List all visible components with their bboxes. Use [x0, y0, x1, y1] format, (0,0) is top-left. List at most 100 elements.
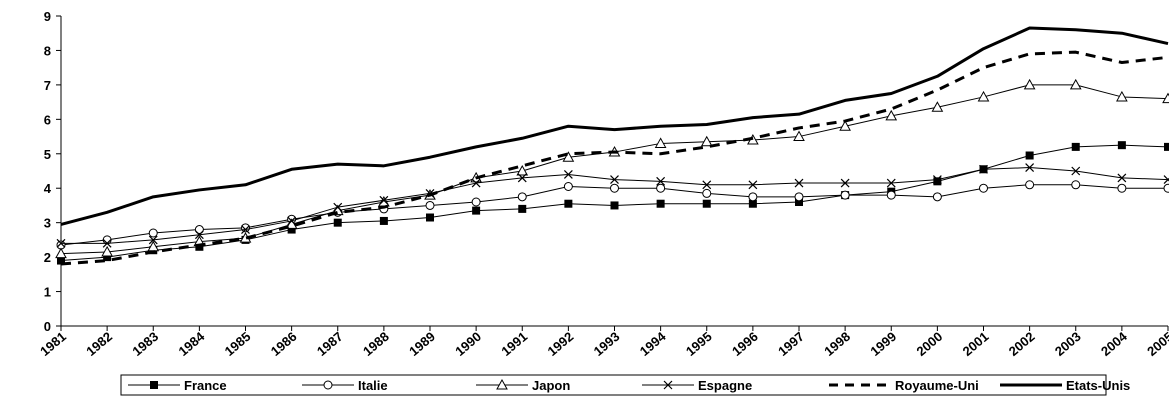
data-point: [977, 90, 990, 102]
y-tick-label: 4: [44, 181, 52, 196]
data-point: [57, 256, 65, 265]
series-france: [57, 141, 1169, 265]
data-point: [932, 175, 942, 185]
x-tick-label: 2002: [1006, 329, 1038, 359]
data-point: [148, 228, 158, 238]
data-point: [379, 216, 388, 225]
data-point: [472, 206, 481, 215]
data-point: [840, 190, 850, 200]
data-point: [195, 242, 204, 251]
data-point: [101, 245, 113, 257]
data-point: [840, 178, 850, 188]
x-tick-label: 2004: [1098, 328, 1130, 359]
data-point: [564, 199, 573, 208]
data-point: [610, 175, 619, 185]
legend-entry: Espagne: [642, 378, 752, 393]
y-tick-label: 9: [44, 9, 51, 24]
data-point: [425, 200, 435, 210]
data-point: [471, 178, 481, 188]
data-point: [1025, 163, 1035, 172]
data-point: [702, 180, 712, 190]
x-tick-label: 1992: [545, 329, 577, 359]
data-point: [379, 195, 389, 205]
y-tick-label: 3: [44, 216, 51, 231]
data-point: [333, 202, 343, 212]
data-point: [194, 230, 204, 240]
data-point: [933, 177, 942, 186]
data-point: [885, 109, 898, 121]
x-tick-label: 1996: [729, 329, 761, 359]
data-point: [795, 198, 803, 206]
data-point: [1071, 166, 1081, 176]
data-point: [148, 235, 158, 245]
x-tick-label: 1999: [867, 329, 899, 359]
x-tick-label: 1998: [821, 329, 853, 359]
series-line: [60, 184, 1168, 246]
x-tick-label: 1988: [360, 329, 392, 359]
series-espagne: [56, 163, 1169, 248]
data-point: [517, 192, 527, 202]
legend-marker: [150, 381, 158, 389]
legend-label: Etats-Unis: [1066, 378, 1130, 393]
legend-marker: [323, 380, 333, 390]
legend-entry: Etats-Unis: [1000, 378, 1130, 393]
data-point: [55, 247, 67, 259]
x-tick-label: 1994: [637, 328, 669, 359]
data-point: [654, 137, 667, 148]
legend-label: Italie: [358, 378, 388, 393]
data-point: [886, 190, 896, 200]
data-point: [793, 130, 805, 142]
y-tick-label: 1: [44, 285, 51, 300]
data-point: [1163, 183, 1169, 193]
data-point: [517, 173, 527, 183]
legend-label: Japon: [532, 378, 570, 393]
data-point: [1023, 78, 1036, 90]
x-tick-label: 1981: [37, 329, 69, 359]
data-point: [1163, 175, 1169, 185]
data-point: [102, 238, 112, 248]
x-tick-label: 1995: [683, 329, 715, 359]
data-point: [702, 188, 712, 198]
data-point: [702, 199, 711, 208]
data-point: [748, 180, 758, 190]
x-tick-label: 1991: [498, 329, 530, 359]
y-tick-label: 0: [44, 319, 51, 334]
x-tick-label: 2003: [1052, 329, 1084, 359]
data-point: [839, 120, 851, 131]
legend-entry: France: [128, 378, 227, 393]
data-point: [1069, 78, 1082, 90]
y-tick-label: 7: [44, 78, 51, 93]
data-point: [1162, 92, 1169, 104]
data-point: [1117, 141, 1126, 150]
data-point: [516, 164, 529, 176]
y-tick-label: 5: [44, 147, 51, 162]
data-point: [287, 216, 297, 226]
data-point: [656, 199, 665, 208]
x-axis-ticks: 1981 1982 1983 1984 1985 1986 1987 1988 1989 1990…: [37, 326, 1169, 359]
data-point: [1071, 142, 1080, 151]
x-tick-label: 2005: [1144, 329, 1169, 359]
data-point: [333, 218, 342, 227]
series-italie: [56, 180, 1169, 250]
data-point: [194, 225, 204, 235]
data-point: [471, 197, 481, 207]
x-tick-label: 2000: [914, 329, 946, 359]
data-point: [103, 253, 112, 262]
chart-axes: [60, 16, 1168, 327]
y-tick-label: 6: [44, 112, 51, 127]
data-point: [748, 199, 757, 208]
x-tick-label: 1989: [406, 329, 438, 359]
x-tick-label: 1985: [222, 329, 254, 359]
y-axis-ticks: 0 1 2 3 4 5 6 7 8 9: [44, 9, 61, 334]
data-point: [700, 135, 713, 147]
data-point: [425, 188, 435, 198]
data-point: [1117, 173, 1127, 183]
data-point: [562, 151, 575, 162]
legend-label: Espagne: [698, 378, 752, 393]
x-tick-label: 1986: [268, 329, 300, 359]
legend-entry: Italie: [302, 378, 388, 393]
data-point: [241, 225, 250, 234]
data-point: [794, 178, 804, 188]
data-point: [610, 183, 619, 193]
legend-marker: [496, 378, 508, 390]
